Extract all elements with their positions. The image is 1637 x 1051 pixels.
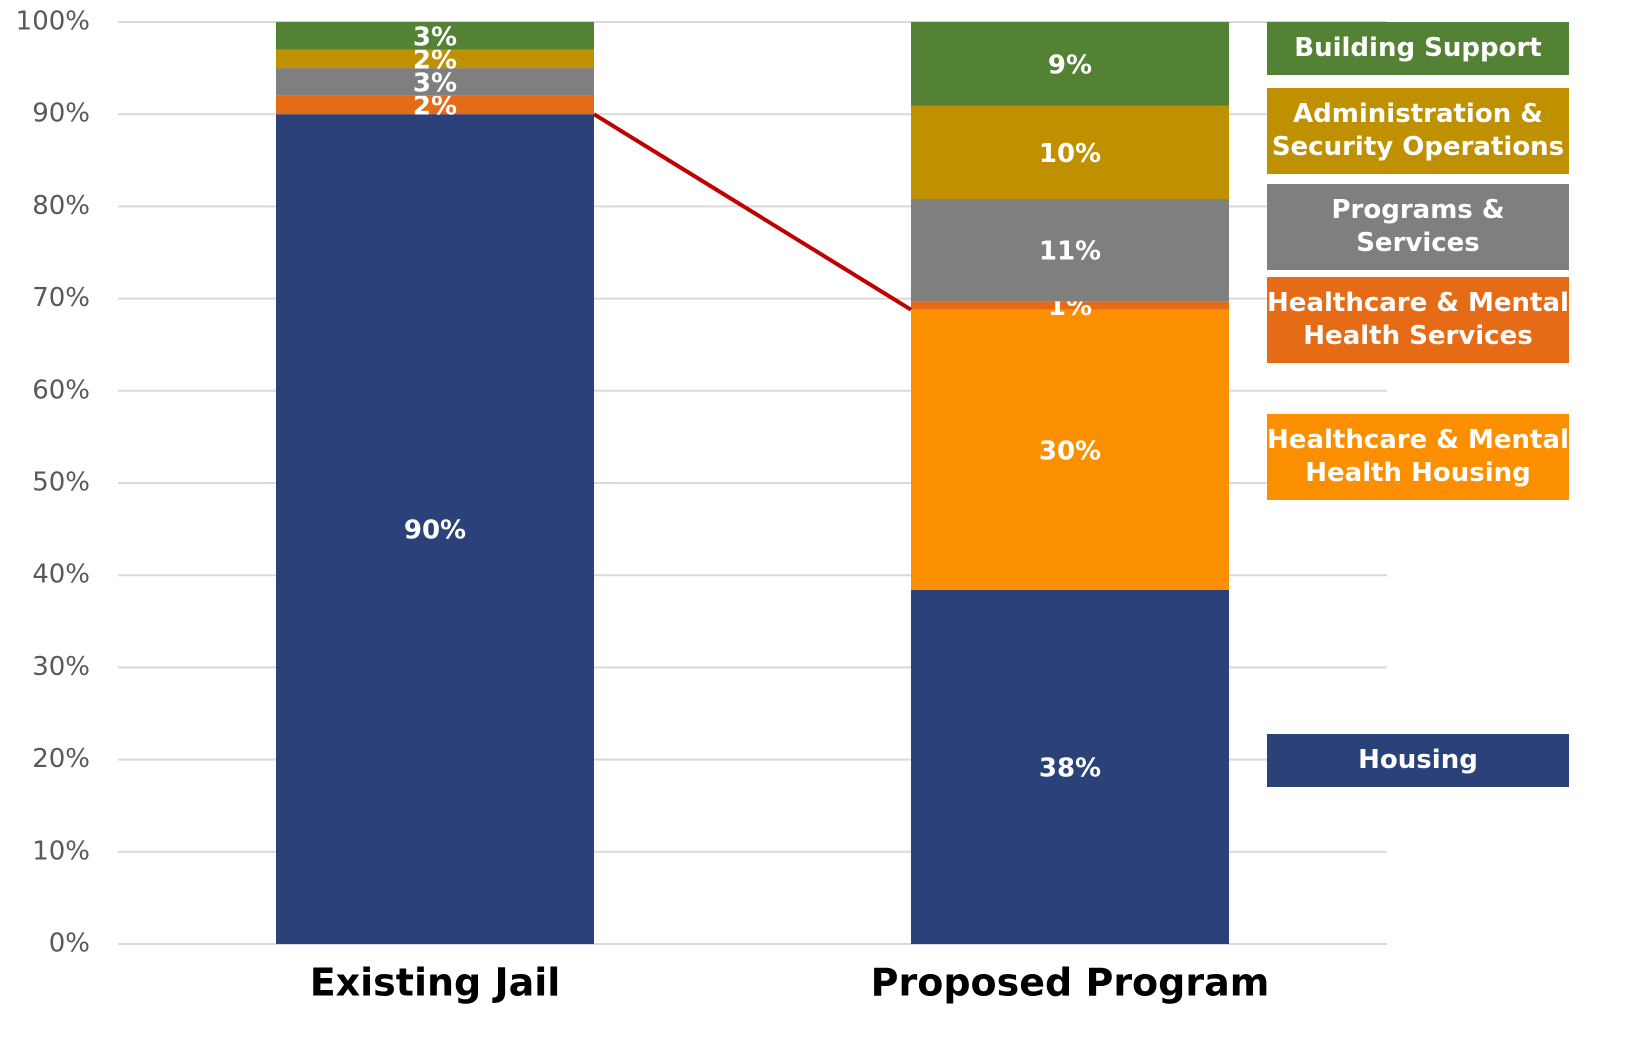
data-label: 30% xyxy=(1039,436,1101,466)
data-label: 2% xyxy=(413,91,457,121)
y-tick-label: 70% xyxy=(32,283,90,313)
bar-segment xyxy=(276,68,594,96)
bar-segment xyxy=(911,199,1229,302)
data-label: 2% xyxy=(413,45,457,75)
data-label: 90% xyxy=(404,516,466,546)
y-tick-label: 30% xyxy=(32,652,90,682)
bar-segment xyxy=(276,22,594,50)
data-label: 9% xyxy=(1048,50,1092,80)
bar-segment xyxy=(911,105,1229,200)
y-tick-label: 60% xyxy=(32,375,90,405)
y-tick-label: 100% xyxy=(16,7,90,37)
bar-segment xyxy=(911,589,1229,944)
legend-item: Healthcare & Mental Health Housing xyxy=(1267,414,1569,500)
bar-segment xyxy=(911,309,1229,590)
legend-item: Building Support xyxy=(1267,21,1569,75)
y-tick-label: 90% xyxy=(32,99,90,129)
x-tick-label: Proposed Program xyxy=(871,961,1270,1005)
bar-segment xyxy=(911,301,1229,310)
connector-line xyxy=(592,112,913,312)
data-label: 10% xyxy=(1039,139,1101,169)
y-tick-label: 50% xyxy=(32,468,90,498)
bar-segment xyxy=(276,114,594,944)
data-label: 38% xyxy=(1039,753,1101,783)
data-label: 11% xyxy=(1039,237,1101,267)
data-label: 3% xyxy=(413,22,457,52)
legend-item: Housing xyxy=(1267,733,1569,787)
y-tick-label: 20% xyxy=(32,744,90,774)
bar-segment xyxy=(276,95,594,115)
y-tick-label: 10% xyxy=(32,836,90,866)
y-tick-label: 40% xyxy=(32,560,90,590)
legend-item: Administration & Security Operations xyxy=(1267,88,1569,174)
y-tick-label: 0% xyxy=(49,929,90,959)
bar-segment xyxy=(276,49,594,69)
legend-item: Healthcare & Mental Health Services xyxy=(1267,277,1569,363)
legend-item: Programs & Services xyxy=(1267,184,1569,270)
y-tick-label: 80% xyxy=(32,191,90,221)
data-label: 3% xyxy=(413,68,457,98)
x-tick-label: Existing Jail xyxy=(310,961,561,1005)
bar-segment xyxy=(911,22,1229,106)
